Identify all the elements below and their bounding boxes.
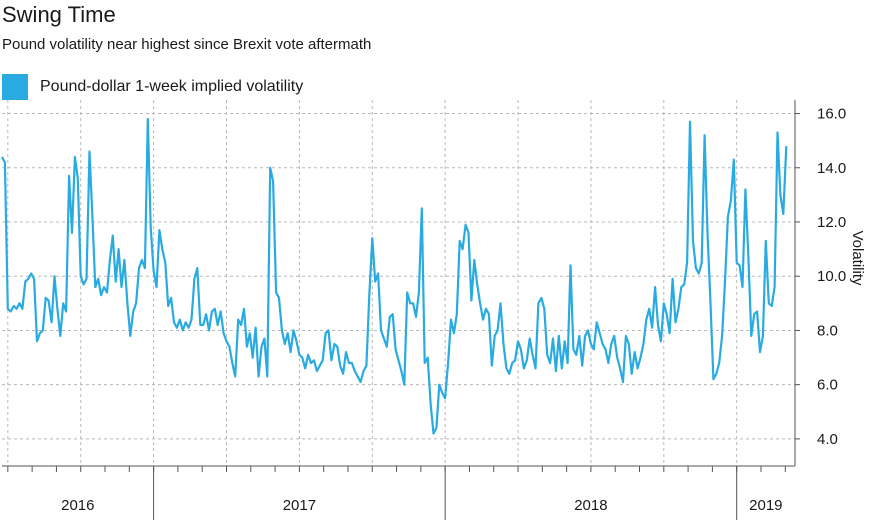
chart-subtitle: Pound volatility near highest since Brex… — [2, 36, 372, 53]
y-tick-label: 8.0 — [817, 322, 838, 339]
y-tick-label: 14.0 — [817, 160, 846, 177]
x-year-label: 2019 — [749, 497, 782, 514]
series-layer — [1, 117, 788, 435]
y-tick-label: 10.0 — [817, 268, 846, 285]
x-year-label: 2016 — [61, 497, 94, 514]
legend: Pound-dollar 1-week implied volatility — [2, 74, 303, 100]
axes — [2, 100, 800, 520]
legend-swatch — [2, 74, 28, 100]
chart-title: Swing Time — [2, 2, 116, 27]
y-tick-label: 12.0 — [817, 214, 846, 231]
y-axis-title: Volatility — [849, 230, 866, 286]
series-line-pound-dollar-vol — [1, 117, 788, 435]
y-tick-labels: 4.0 6.0 8.0 10.0 12.0 14.0 16.0 — [817, 106, 846, 448]
y-tick-label: 4.0 — [817, 431, 838, 448]
grid-lines — [2, 100, 795, 466]
y-tick-label: 6.0 — [817, 377, 838, 394]
y-tick-label: 16.0 — [817, 106, 846, 123]
legend-label: Pound-dollar 1-week implied volatility — [40, 78, 304, 95]
x-year-labels: 2016 2017 2018 2019 — [61, 497, 782, 514]
x-year-label: 2018 — [574, 497, 607, 514]
x-year-label: 2017 — [283, 497, 316, 514]
